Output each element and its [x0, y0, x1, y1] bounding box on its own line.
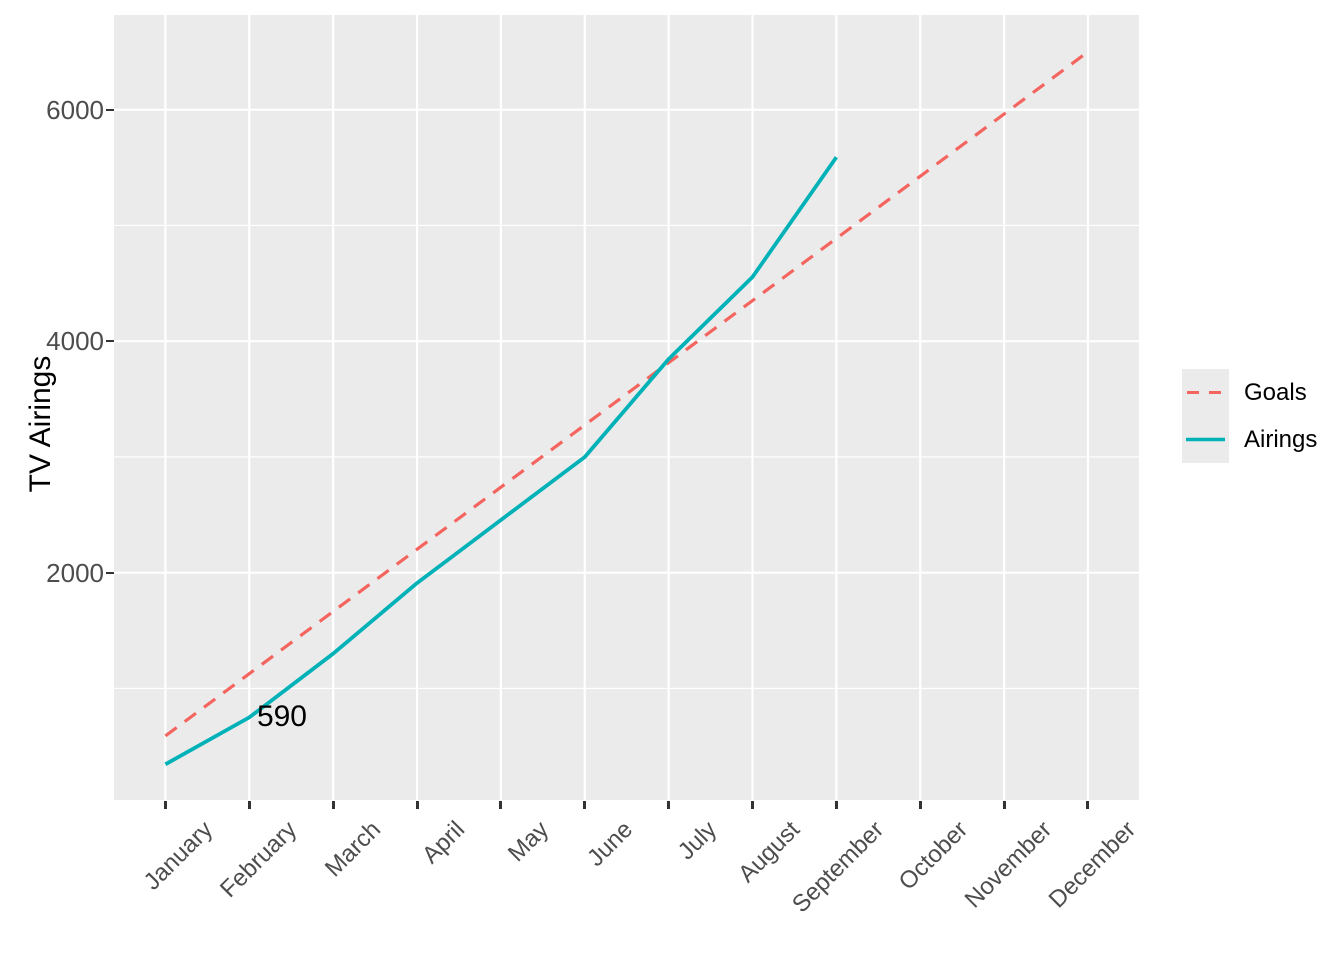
plot-panel	[114, 15, 1139, 800]
plot-lines-svg	[114, 15, 1139, 800]
legend-item-airings: Airings	[1182, 416, 1317, 463]
x-tick-mark	[667, 801, 671, 809]
y-tick-label: 4000	[46, 326, 104, 357]
airings-legend-key	[1182, 416, 1229, 463]
y-tick-label: 6000	[46, 94, 104, 125]
y-tick-mark	[106, 108, 114, 111]
x-tick-mark	[331, 801, 335, 809]
annotation-590: 590	[256, 699, 307, 733]
x-tick-mark	[1086, 801, 1090, 809]
y-tick-mark	[106, 340, 114, 343]
goals-line	[164, 50, 1089, 738]
legend: Goals Airings	[1182, 369, 1317, 463]
goals-dashed-line-icon	[1187, 391, 1224, 394]
legend-item-goals: Goals	[1182, 369, 1317, 416]
x-tick-mark	[750, 801, 754, 809]
airings-solid-line-icon	[1186, 437, 1225, 442]
legend-label-goals: Goals	[1244, 379, 1307, 406]
legend-label-airings: Airings	[1244, 426, 1318, 453]
airings-line	[164, 156, 838, 766]
y-axis-title: TV Airings	[24, 355, 57, 493]
x-tick-mark	[1002, 801, 1006, 809]
x-tick-mark	[918, 801, 922, 809]
y-tick-label: 2000	[46, 557, 104, 588]
y-tick-mark	[106, 571, 114, 574]
x-tick-mark	[415, 801, 419, 809]
x-tick-mark	[499, 801, 503, 809]
x-tick-mark	[834, 801, 838, 809]
x-tick-mark	[583, 801, 587, 809]
x-tick-mark	[163, 801, 167, 809]
x-tick-mark	[247, 801, 251, 809]
goals-legend-key	[1182, 369, 1229, 416]
